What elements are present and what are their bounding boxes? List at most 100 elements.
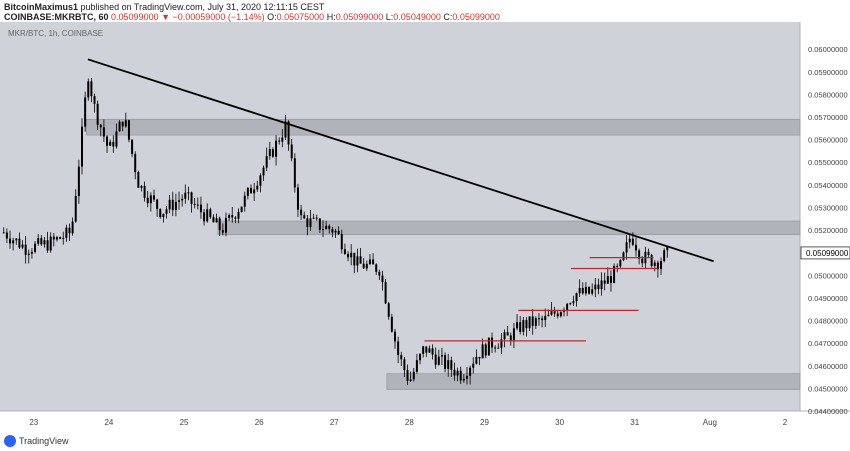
open-value: 0.05075000: [276, 12, 325, 22]
y-tick-label: 0.05200000: [808, 226, 848, 235]
candle-body: [588, 286, 591, 294]
candle-body: [412, 371, 415, 380]
candle-body: [616, 265, 619, 267]
candle-body: [296, 187, 299, 210]
candle-body: [472, 363, 475, 368]
candle-body: [650, 254, 653, 266]
candle-body: [2, 232, 5, 234]
candle-body: [641, 258, 644, 264]
candle-body: [46, 240, 49, 251]
candle-body: [331, 229, 334, 233]
candle-body: [469, 367, 472, 376]
candle-body: [353, 252, 356, 266]
candle-body: [112, 141, 115, 147]
candle-body: [40, 238, 43, 245]
candle-body: [534, 318, 537, 326]
candle-body: [425, 346, 428, 353]
candle-body: [528, 316, 531, 329]
candle-body: [559, 311, 562, 317]
candle-body: [196, 204, 199, 206]
candle-body: [400, 355, 403, 360]
candle-body: [393, 331, 396, 342]
x-tick-label: 27: [330, 418, 339, 427]
price-chart[interactable]: MKR/BTC, 1h, COINBASE 0.06000000 0.0590000…: [0, 22, 850, 433]
candle-body: [638, 250, 641, 259]
candle-body: [87, 81, 90, 98]
candle-body: [281, 137, 284, 142]
x-tick-label: 31: [630, 418, 639, 427]
symbol-label: COINBASE:MKRBTC, 60: [4, 12, 109, 22]
candle-body: [209, 209, 212, 218]
candle-body: [381, 275, 384, 283]
candle-body: [156, 199, 159, 209]
candle-body: [131, 139, 134, 154]
x-tick-label: 26: [255, 418, 264, 427]
candle-body: [519, 322, 522, 332]
candle-body: [434, 354, 437, 365]
candle-body: [594, 284, 597, 290]
candle-body: [531, 316, 534, 326]
last-price-label: 0.05099000: [806, 249, 849, 258]
candle-body: [322, 229, 325, 231]
x-tick-label: 2: [783, 418, 788, 427]
y-tick-label: 0.06000000: [808, 45, 848, 54]
candle-body: [199, 204, 202, 213]
x-tick-label: 28: [405, 418, 414, 427]
candle-body: [337, 230, 340, 235]
candle-body: [550, 310, 553, 315]
x-tick-label: 25: [180, 418, 189, 427]
candle-body: [124, 120, 127, 127]
candle-body: [553, 310, 556, 314]
candle-body: [666, 246, 669, 251]
candle-body: [168, 199, 171, 210]
candle-body: [422, 346, 425, 354]
candle-body: [428, 348, 431, 353]
candle-body: [440, 355, 443, 357]
candle-body: [30, 251, 33, 254]
candle-body: [537, 318, 540, 320]
plot-area: [0, 22, 800, 411]
candle-body: [318, 218, 321, 230]
y-tick-label: 0.04600000: [808, 362, 848, 371]
candle-body: [500, 339, 503, 348]
x-tick-label: Aug: [703, 418, 717, 427]
candle-body: [165, 209, 168, 214]
candle-body: [634, 244, 637, 251]
author-name[interactable]: BitcoinMaximus1: [4, 2, 79, 12]
candle-body: [55, 237, 58, 240]
close-value: 0.05099000: [452, 12, 500, 22]
candle-body: [491, 337, 494, 348]
candle-body: [312, 217, 315, 219]
y-tick-label: 0.04700000: [808, 339, 848, 348]
candle-body: [21, 244, 24, 248]
candle-body: [663, 250, 666, 261]
candle-body: [243, 195, 246, 207]
candle-body: [250, 187, 253, 194]
tradingview-brand[interactable]: TradingView: [4, 435, 69, 447]
candle-body: [575, 293, 578, 302]
candle-body: [240, 206, 243, 212]
candle-body: [303, 215, 306, 219]
candle-body: [431, 348, 434, 355]
candle-body: [494, 347, 497, 349]
candle-body: [437, 356, 440, 365]
y-tick-label: 0.04900000: [808, 294, 848, 303]
high-label: H:: [326, 12, 336, 22]
candle-body: [556, 313, 559, 317]
candle-body: [447, 360, 450, 369]
candle-body: [415, 360, 418, 372]
candle-body: [84, 97, 87, 127]
candle-body: [497, 347, 500, 349]
candle-body: [178, 200, 181, 202]
candle-body: [284, 121, 287, 138]
y-tick-label: 0.04400000: [808, 407, 848, 416]
candle-body: [309, 218, 312, 227]
candle-body: [597, 284, 600, 290]
candle-body: [37, 238, 40, 244]
candle-body: [102, 127, 105, 137]
open-label: O:: [267, 12, 277, 22]
publication-line: BitcoinMaximus1 published on TradingView…: [4, 2, 324, 12]
candle-body: [544, 316, 547, 321]
candle-body: [140, 185, 143, 188]
y-tick-label: 0.04800000: [808, 317, 848, 326]
